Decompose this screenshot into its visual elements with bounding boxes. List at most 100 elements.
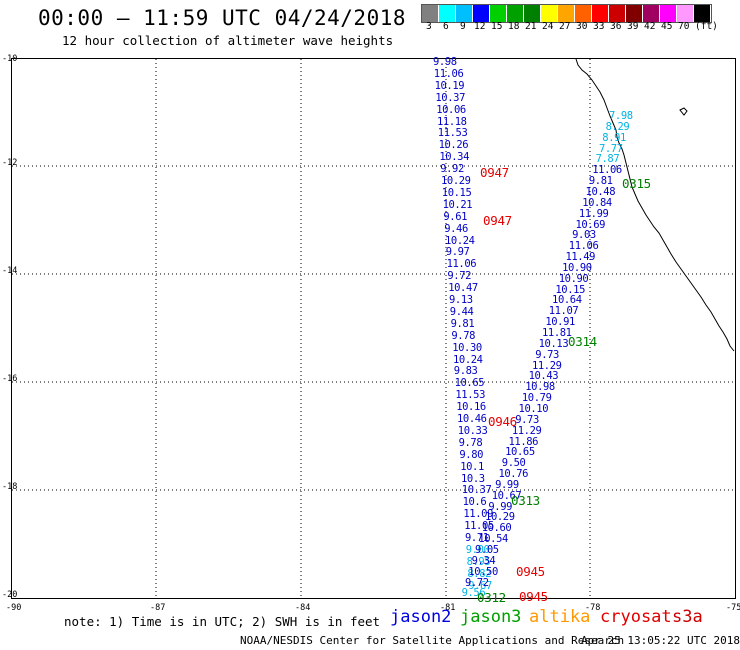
wave-height-value: 9.81 xyxy=(588,175,613,188)
wave-height-value: 9.83 xyxy=(453,365,478,378)
map-canvas xyxy=(12,59,735,598)
wave-height-value: 10.54 xyxy=(478,533,508,546)
wave-height-value: 10.37 xyxy=(435,91,465,104)
lat-label-20: -20 xyxy=(2,590,18,600)
color-scale-label: 70 xyxy=(678,21,690,32)
wave-height-value: 10.79 xyxy=(521,392,552,405)
wave-height-value: 9.67 xyxy=(468,579,492,592)
color-scale-label: 45 xyxy=(661,21,673,32)
map-plot-area xyxy=(11,58,736,599)
lon-label-90: -90 xyxy=(6,603,22,613)
color-scale-swatch xyxy=(626,5,643,22)
color-scale-label: 3 xyxy=(426,21,432,32)
color-scale-label: 36 xyxy=(610,21,622,32)
color-scale-swatch xyxy=(643,5,660,22)
wave-height-value: 11.29 xyxy=(531,359,562,372)
wave-height-value: 11.86 xyxy=(508,435,539,448)
legend-altika: altika xyxy=(529,607,591,627)
color-scale-label: (ft) xyxy=(695,21,718,32)
pass-time-label: 0947 xyxy=(483,213,512,228)
wave-height-value: 10.60 xyxy=(481,522,512,535)
color-scale-swatch xyxy=(507,5,524,22)
map-title: 00:00 – 11:59 UTC 04/24/2018 xyxy=(38,6,407,30)
color-scale-swatch xyxy=(541,5,558,22)
color-scale-label: 18 xyxy=(508,21,520,32)
wave-height-value: 10.33 xyxy=(457,424,488,437)
wave-height-value: 11.06 xyxy=(446,258,477,271)
lat-label-16: -16 xyxy=(2,374,18,384)
wave-height-value: 9.78 xyxy=(458,436,483,449)
pass-time-label: 0315 xyxy=(622,176,651,191)
pass-time-label: 0312 xyxy=(477,590,506,605)
color-scale-label: 6 xyxy=(443,21,449,32)
wave-height-value: 11.99 xyxy=(578,207,609,220)
wave-height-value: 10.48 xyxy=(585,185,616,198)
pass-time-label: 0946 xyxy=(488,414,517,429)
pass-time-label: 0945 xyxy=(519,589,548,604)
color-scale-swatch xyxy=(677,5,694,22)
lat-label-18: -18 xyxy=(2,482,18,492)
wave-height-value: 9.99 xyxy=(488,500,513,513)
wave-height-value: 10.37 xyxy=(461,484,492,497)
color-scale-label: 24 xyxy=(542,21,554,32)
color-scale xyxy=(421,4,712,23)
wave-height-value: 10.91 xyxy=(545,316,575,329)
wave-height-value: 9.72 xyxy=(447,270,472,283)
lat-label-12: -12 xyxy=(2,158,18,168)
wave-height-value: 10.67 xyxy=(491,489,522,502)
wave-height-value: 9.78 xyxy=(451,329,476,342)
wave-height-value: 11.53 xyxy=(455,389,485,402)
pass-time-label: 0314 xyxy=(568,334,597,349)
wave-height-value: 10.24 xyxy=(453,353,483,366)
wave-height-value: 10.13 xyxy=(538,337,569,350)
wave-height-value: 9.05 xyxy=(475,544,499,556)
wave-height-value: 10.90 xyxy=(558,272,589,285)
wave-height-value: 11.09 xyxy=(463,508,493,521)
wave-height-value: 11.05 xyxy=(464,520,494,533)
color-scale-swatch xyxy=(660,5,677,22)
lon-label-75: -75 xyxy=(726,603,740,613)
wave-height-value: 7.77 xyxy=(598,142,623,155)
wave-height-value: 10.16 xyxy=(456,401,486,414)
wave-height-value: 10.21 xyxy=(442,198,473,211)
wave-height-value: 10.6 xyxy=(462,496,487,509)
wave-height-value: 10.43 xyxy=(528,370,559,383)
wave-height-value: 9.03 xyxy=(572,229,596,242)
wave-height-value: 10.64 xyxy=(552,294,582,307)
color-scale-label: 33 xyxy=(593,21,605,32)
wave-height-value: 9.72 xyxy=(464,576,489,589)
color-scale-label: 12 xyxy=(474,21,486,32)
color-scale-label: 21 xyxy=(525,21,537,32)
wave-height-value: 10.65 xyxy=(454,377,485,390)
wave-height-value: 10.29 xyxy=(485,511,515,524)
wave-height-value: 9.61 xyxy=(443,210,468,223)
credit-text: NOAA/NESDIS Center for Satellite Applica… xyxy=(240,634,625,647)
color-scale-label: 39 xyxy=(627,21,639,32)
lon-label-87: -87 xyxy=(150,603,166,613)
color-scale-swatch xyxy=(422,5,439,22)
legend-jason3: jason3 xyxy=(460,607,522,627)
wave-height-value: 9.13 xyxy=(449,294,473,306)
wave-height-value: 9.99 xyxy=(495,478,519,491)
wave-height-value: 10.50 xyxy=(468,565,498,578)
wave-height-value: 9.34 xyxy=(471,554,496,567)
wave-height-value: 11.53 xyxy=(437,127,468,140)
wave-height-value: 7.87 xyxy=(595,153,620,166)
wave-height-value: 10.90 xyxy=(562,261,592,274)
wave-height-value: 8.91 xyxy=(602,131,626,144)
pass-time-label: 0313 xyxy=(511,493,540,508)
wave-height-value: 11.07 xyxy=(548,305,579,318)
color-scale-swatch xyxy=(592,5,609,22)
wave-height-value: 10.65 xyxy=(505,446,535,459)
wave-height-value: 9.73 xyxy=(535,348,559,361)
pass-time-label: 0947 xyxy=(480,165,509,180)
color-scale-swatch xyxy=(694,5,711,22)
color-scale-label: 9 xyxy=(460,21,466,32)
wave-height-value: 10.34 xyxy=(439,151,469,164)
wave-height-value: 9.71 xyxy=(465,532,489,544)
coastline-path xyxy=(575,59,735,352)
wave-height-value: 9.97 xyxy=(445,246,470,259)
wave-height-value: 8.82 xyxy=(467,567,492,580)
legend-cryosat: cryosat xyxy=(600,607,672,627)
lon-label-84: -84 xyxy=(295,603,311,613)
